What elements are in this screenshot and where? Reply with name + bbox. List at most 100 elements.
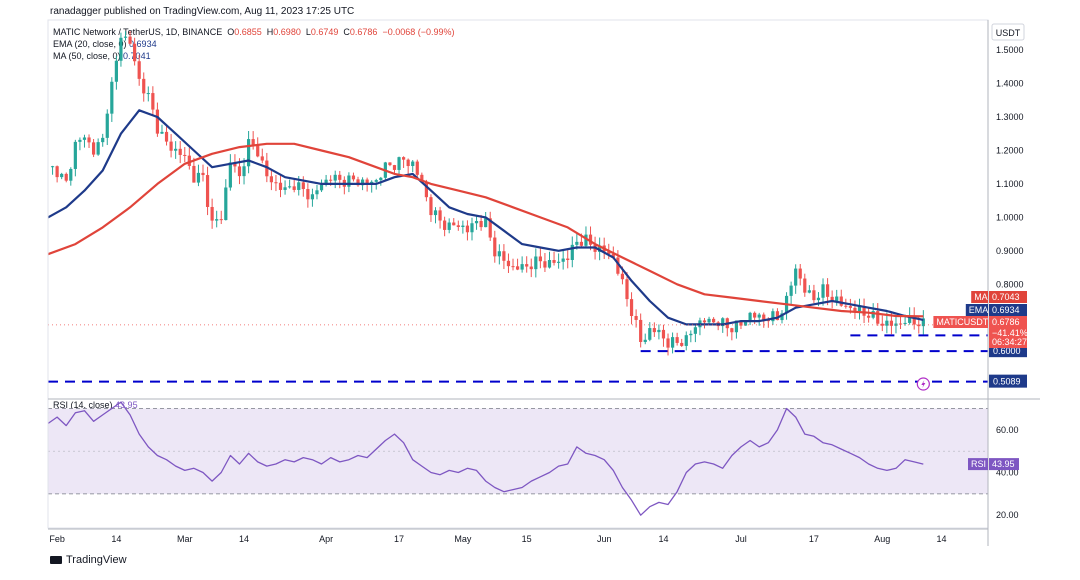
ema-line[interactable] — [47, 109, 924, 326]
candle-body[interactable] — [675, 337, 679, 343]
candle-body[interactable] — [484, 218, 488, 228]
candle-body[interactable] — [114, 60, 118, 82]
candle-body[interactable] — [917, 324, 921, 327]
candle-body[interactable] — [497, 251, 501, 257]
candle-body[interactable] — [807, 290, 811, 293]
candle-body[interactable] — [82, 137, 87, 140]
candle-body[interactable] — [329, 179, 333, 181]
candle-body[interactable] — [137, 61, 141, 79]
candle-body[interactable] — [324, 179, 328, 185]
candle-body[interactable] — [657, 329, 661, 333]
candle-body[interactable] — [894, 323, 898, 326]
candle-body[interactable] — [87, 137, 91, 143]
candle-body[interactable] — [269, 176, 273, 183]
candle-body[interactable] — [411, 161, 415, 167]
candle-body[interactable] — [388, 162, 392, 166]
candle-body[interactable] — [839, 296, 843, 306]
candle-body[interactable] — [853, 307, 857, 312]
candle-body[interactable] — [561, 258, 565, 262]
candle-body[interactable] — [402, 157, 406, 160]
price-pane[interactable] — [47, 30, 988, 391]
candle-body[interactable] — [798, 268, 802, 279]
candle-body[interactable] — [119, 37, 123, 61]
candle-body[interactable] — [607, 251, 611, 255]
candle-body[interactable] — [301, 182, 305, 190]
candle-body[interactable] — [69, 168, 73, 181]
candle-body[interactable] — [921, 318, 925, 327]
candle-body[interactable] — [616, 257, 620, 274]
candle-body[interactable] — [360, 179, 365, 186]
candle-body[interactable] — [151, 93, 155, 110]
candle-body[interactable] — [142, 78, 146, 94]
candle-body[interactable] — [260, 156, 264, 161]
candle-body[interactable] — [78, 139, 82, 142]
candle-body[interactable] — [506, 260, 511, 267]
candle-body[interactable] — [215, 219, 219, 221]
candle-body[interactable] — [648, 328, 652, 340]
candle-body[interactable] — [684, 335, 688, 346]
candle-body[interactable] — [164, 131, 169, 142]
candle-body[interactable] — [634, 316, 638, 320]
candle-body[interactable] — [889, 320, 894, 326]
candle-body[interactable] — [233, 162, 237, 167]
candle-body[interactable] — [424, 182, 428, 198]
candle-body[interactable] — [611, 254, 615, 258]
candle-body[interactable] — [908, 315, 912, 323]
candle-body[interactable] — [356, 179, 360, 186]
candle-body[interactable] — [155, 109, 160, 134]
candle-body[interactable] — [794, 268, 798, 286]
candle-body[interactable] — [461, 225, 465, 227]
candle-body[interactable] — [670, 337, 675, 348]
candle-body[interactable] — [169, 141, 173, 151]
candle-body[interactable] — [315, 190, 319, 195]
candle-body[interactable] — [452, 222, 456, 226]
candle-body[interactable] — [465, 225, 470, 233]
candle-body[interactable] — [146, 93, 150, 95]
candle-body[interactable] — [96, 142, 100, 155]
candle-body[interactable] — [803, 278, 807, 293]
candle-body[interactable] — [757, 314, 761, 318]
rsi-line[interactable] — [47, 401, 924, 516]
candle-body[interactable] — [579, 241, 584, 246]
candle-body[interactable] — [885, 320, 889, 326]
candle-body[interactable] — [365, 179, 369, 185]
candle-body[interactable] — [821, 284, 825, 298]
candle-body[interactable] — [825, 284, 830, 297]
candle-body[interactable] — [105, 113, 109, 138]
candle-body[interactable] — [871, 311, 875, 318]
candle-body[interactable] — [529, 266, 533, 270]
candle-body[interactable] — [379, 177, 383, 181]
candle-body[interactable] — [666, 338, 670, 348]
candle-body[interactable] — [429, 197, 433, 216]
candle-body[interactable] — [753, 312, 757, 318]
candle-body[interactable] — [629, 299, 634, 317]
candle-body[interactable] — [707, 318, 711, 323]
candle-body[interactable] — [192, 165, 196, 183]
candle-body[interactable] — [547, 260, 552, 268]
candle-body[interactable] — [661, 329, 666, 339]
candle-body[interactable] — [333, 174, 337, 181]
candle-body[interactable] — [178, 148, 182, 155]
candle-body[interactable] — [297, 182, 301, 190]
candle-body[interactable] — [310, 194, 315, 200]
candle-body[interactable] — [493, 237, 497, 257]
candle-body[interactable] — [274, 182, 278, 184]
candle-body[interactable] — [588, 234, 593, 245]
candle-body[interactable] — [903, 322, 907, 324]
candle-body[interactable] — [625, 279, 629, 300]
candle-body[interactable] — [292, 186, 296, 190]
candle-body[interactable] — [128, 36, 132, 44]
candle-body[interactable] — [584, 234, 588, 246]
candle-body[interactable] — [511, 266, 515, 268]
candle-body[interactable] — [830, 296, 834, 302]
candle-body[interactable] — [780, 313, 784, 321]
candle-body[interactable] — [101, 137, 105, 143]
candle-body[interactable] — [816, 297, 821, 301]
candle-body[interactable] — [201, 172, 205, 176]
candle-body[interactable] — [557, 261, 561, 263]
rsi-pane[interactable] — [47, 401, 988, 516]
candle-body[interactable] — [64, 173, 68, 181]
candle-body[interactable] — [283, 187, 287, 190]
candle-body[interactable] — [639, 319, 643, 342]
